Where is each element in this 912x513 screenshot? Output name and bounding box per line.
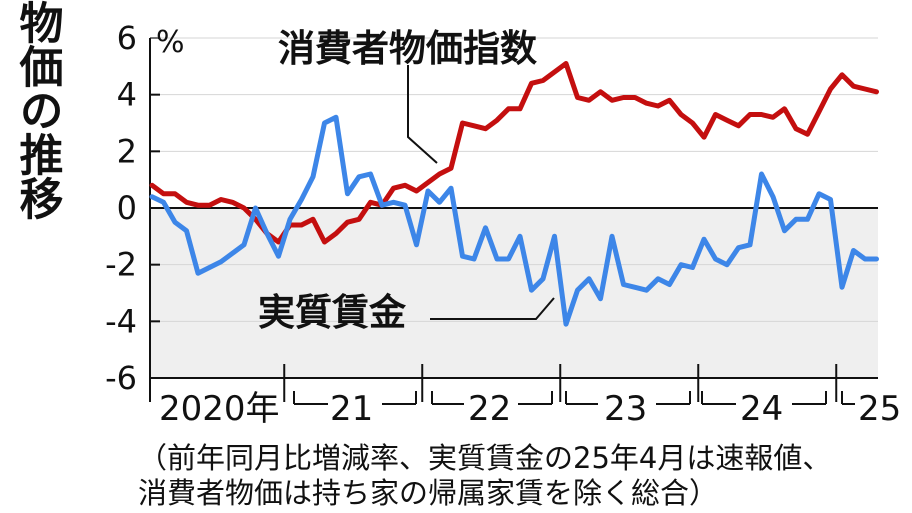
period-label-21: 21 xyxy=(330,389,373,429)
footnote-line-2: 消費者物価は持ち家の帰属家賃を除く総合） xyxy=(138,476,718,510)
period-label-24: 24 xyxy=(740,389,783,429)
period-label-22: 22 xyxy=(468,389,511,429)
period-label-2020: 2020年 xyxy=(159,389,280,429)
y-tick-label: 6 xyxy=(117,19,137,57)
period-label-25: 25 xyxy=(858,389,901,429)
y-tick-label: 2 xyxy=(117,132,137,170)
y-tick-label: 0 xyxy=(117,189,137,227)
chart-title: 賃金と物価の推移 xyxy=(12,0,65,220)
footnote-line-1: （前年同月比増減率、実質賃金の25年4月は速報値、 xyxy=(138,441,831,475)
y-axis-unit-label: % xyxy=(156,25,185,60)
series-label-real-wage: 実質賃金 xyxy=(258,291,407,334)
series-line-real-wage xyxy=(149,114,879,327)
period-markers xyxy=(149,364,855,405)
plot-area: 6 4 2 0 -2 -4 -6 xyxy=(105,19,879,405)
series-line-cpi xyxy=(149,61,879,245)
y-tick-label: -6 xyxy=(105,359,137,397)
wage-callout-leader xyxy=(430,297,555,320)
y-tick-label: 4 xyxy=(117,76,137,114)
y-axis: 6 4 2 0 -2 -4 -6 xyxy=(105,19,160,397)
series-label-cpi: 消費者物価指数 xyxy=(278,27,537,70)
cpi-callout-leader xyxy=(407,65,438,164)
y-tick-label: -2 xyxy=(105,246,137,284)
period-label-23: 23 xyxy=(604,389,647,429)
y-tick-label: -4 xyxy=(105,302,137,340)
